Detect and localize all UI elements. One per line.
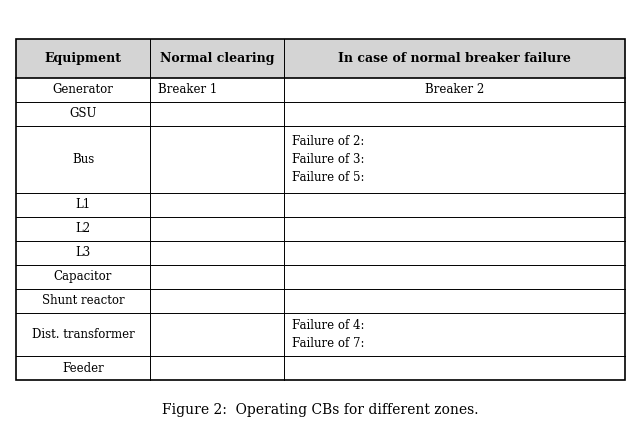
- Bar: [150, 356, 284, 380]
- Text: Breaker 2: Breaker 2: [425, 83, 484, 96]
- Bar: [150, 217, 284, 241]
- Bar: [284, 126, 625, 193]
- Text: Figure 2:  Operating CBs for different zones.: Figure 2: Operating CBs for different zo…: [162, 403, 479, 417]
- Bar: [284, 289, 625, 313]
- Text: Failure of 2:
Failure of 3:
Failure of 5:: Failure of 2: Failure of 3: Failure of 5…: [292, 135, 364, 184]
- Bar: [284, 78, 625, 102]
- Bar: [284, 39, 625, 78]
- Bar: [16, 39, 625, 380]
- Text: Generator: Generator: [53, 83, 113, 96]
- Text: Dist. transformer: Dist. transformer: [31, 328, 135, 341]
- Bar: [284, 313, 625, 356]
- Bar: [16, 102, 150, 126]
- Bar: [16, 265, 150, 289]
- Bar: [150, 102, 284, 126]
- Text: Capacitor: Capacitor: [54, 271, 112, 284]
- Bar: [16, 356, 150, 380]
- Bar: [150, 265, 284, 289]
- Bar: [150, 241, 284, 265]
- Text: In case of normal breaker failure: In case of normal breaker failure: [338, 52, 571, 65]
- Text: GSU: GSU: [69, 107, 97, 120]
- Bar: [16, 126, 150, 193]
- Text: Breaker 1: Breaker 1: [158, 83, 217, 96]
- Bar: [150, 126, 284, 193]
- Text: Equipment: Equipment: [44, 52, 122, 65]
- Bar: [16, 78, 150, 102]
- Bar: [150, 39, 284, 78]
- Text: Feeder: Feeder: [62, 362, 104, 375]
- Bar: [150, 289, 284, 313]
- Bar: [284, 265, 625, 289]
- Bar: [16, 39, 150, 78]
- Bar: [16, 313, 150, 356]
- Bar: [284, 193, 625, 217]
- Text: L2: L2: [76, 222, 90, 236]
- Bar: [16, 193, 150, 217]
- Text: L3: L3: [76, 246, 90, 260]
- Bar: [284, 102, 625, 126]
- Bar: [284, 356, 625, 380]
- Bar: [150, 313, 284, 356]
- Text: L1: L1: [76, 198, 90, 212]
- Bar: [284, 241, 625, 265]
- Bar: [16, 217, 150, 241]
- Text: Normal clearing: Normal clearing: [160, 52, 274, 65]
- Bar: [16, 241, 150, 265]
- Bar: [16, 289, 150, 313]
- Bar: [150, 78, 284, 102]
- Bar: [284, 217, 625, 241]
- Bar: [150, 193, 284, 217]
- Text: Bus: Bus: [72, 153, 94, 166]
- Text: Failure of 4:
Failure of 7:: Failure of 4: Failure of 7:: [292, 319, 364, 350]
- Text: Shunt reactor: Shunt reactor: [42, 295, 124, 308]
